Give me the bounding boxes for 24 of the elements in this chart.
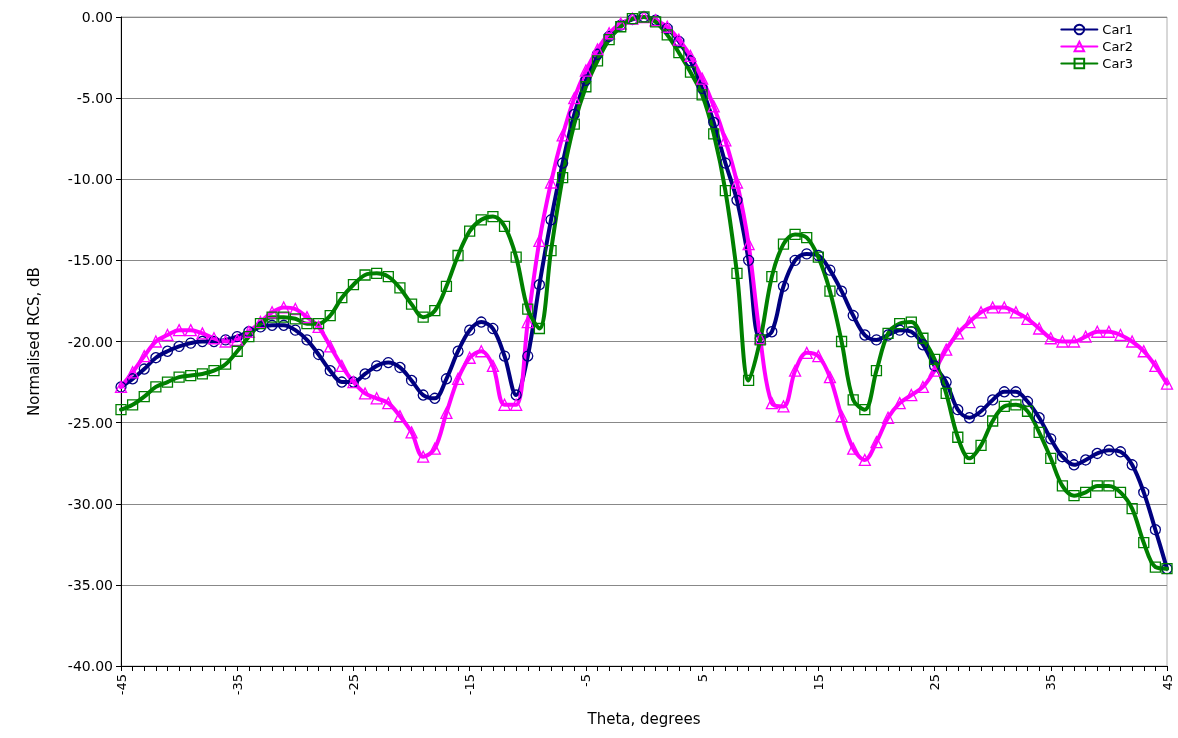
x-tick-label: 15 bbox=[810, 674, 826, 691]
y-tick-label: -25.00 bbox=[67, 414, 113, 431]
x-tick-label: -5 bbox=[578, 674, 594, 687]
y-tick-label: -5.00 bbox=[76, 90, 113, 107]
x-tick-label: 45 bbox=[1159, 674, 1175, 691]
x-tick-label: -25 bbox=[345, 674, 361, 696]
y-tick-label: 0.00 bbox=[81, 9, 113, 25]
y-tick-label: -35.00 bbox=[67, 576, 113, 593]
y-tick-label: -10.00 bbox=[67, 171, 113, 188]
x-tick-label: 35 bbox=[1043, 674, 1059, 691]
legend-label: Car2 bbox=[1102, 39, 1134, 54]
legend-label: Car1 bbox=[1102, 22, 1134, 37]
x-tick-label: -45 bbox=[113, 674, 129, 696]
y-tick-label: -15.00 bbox=[67, 252, 113, 269]
x-axis-title: Theta, degrees bbox=[586, 709, 701, 728]
y-axis-title: Normalised RCS, dB bbox=[24, 267, 43, 416]
legend-label: Car3 bbox=[1102, 56, 1134, 71]
x-tick-label: -15 bbox=[462, 674, 478, 696]
y-tick-label: -20.00 bbox=[67, 333, 113, 350]
y-tick-label: -40.00 bbox=[67, 658, 113, 674]
x-tick-label: 25 bbox=[927, 674, 943, 691]
x-tick-label: -35 bbox=[229, 674, 245, 696]
x-tick-label: 5 bbox=[694, 674, 710, 683]
y-tick-label: -30.00 bbox=[67, 495, 113, 512]
